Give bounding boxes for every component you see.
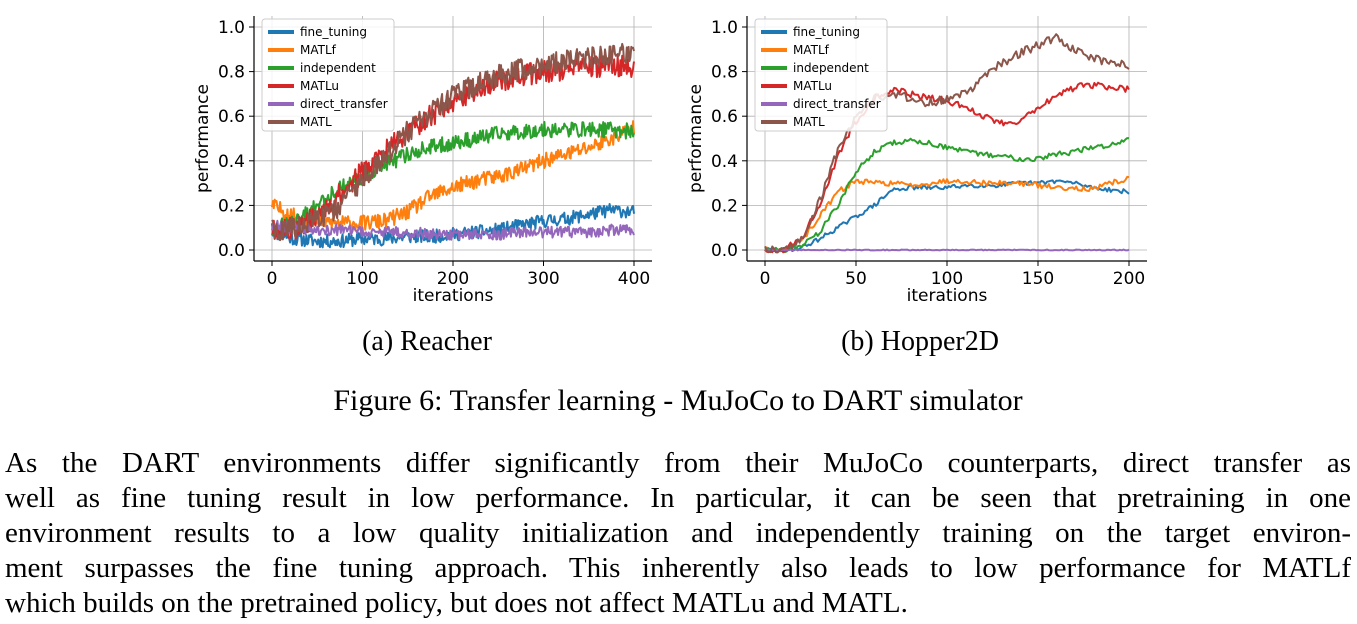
x-tick-label: 200 — [437, 269, 469, 289]
legend-entry: MATLf — [793, 43, 830, 57]
reacher-chart: 0 100 200 300 400 0.0 0.2 0.4 0.6 0.8 1.0 iteration… — [193, 16, 652, 306]
x-tick-label: 0 — [267, 269, 278, 289]
x-tick-label: 400 — [618, 269, 650, 289]
series-line-fine-tuning — [271, 203, 635, 249]
x-tick-label: 100 — [931, 269, 963, 289]
series-line-direct-transfer — [271, 219, 635, 241]
y-tick-label: 0.0 — [218, 241, 245, 261]
legend-entry: independent — [300, 61, 376, 75]
series-line-independent — [764, 137, 1130, 254]
y-tick-label: 0.4 — [711, 152, 738, 172]
subcaption-hopper2d: (b) Hopper2D — [841, 326, 999, 357]
body-paragraph: As the DART environments differ signific… — [5, 446, 1351, 621]
y-tick-label: 0.0 — [711, 241, 738, 261]
legend-entry: MATLf — [300, 43, 337, 57]
x-axis-label: iterations — [907, 286, 988, 306]
legend: fine_tuning MATLf independent MATLu direct_t… — [261, 18, 395, 132]
y-tick-label: 0.8 — [711, 63, 738, 83]
legend-frame — [261, 18, 395, 132]
x-tick-label: 150 — [1022, 269, 1054, 289]
legend-entry: MATLu — [793, 79, 832, 93]
series-line-matlf — [764, 175, 1130, 253]
y-tick-label: 1.0 — [711, 18, 738, 38]
y-tick-label: 0.6 — [711, 107, 738, 127]
legend-entry: direct_transfer — [300, 97, 388, 111]
y-tick-label: 0.2 — [218, 196, 245, 216]
subcaption-reacher: (a) Reacher — [362, 326, 492, 357]
legend-entry: independent — [793, 61, 869, 75]
x-tick-label: 0 — [760, 269, 771, 289]
series-line-matl — [764, 33, 1130, 254]
paragraph-line: environment results to a low quality ini… — [5, 517, 1351, 549]
y-tick-label: 0.6 — [218, 107, 245, 127]
y-axis-label: performance — [686, 84, 706, 193]
paragraph-line: ment surpasses the fine tuning approach.… — [5, 552, 1351, 584]
paragraph-line: As the DART environments differ signific… — [5, 447, 1351, 479]
legend-entry: fine_tuning — [300, 25, 367, 39]
series-line-matlu — [764, 81, 1130, 254]
legend-entry: MATLu — [300, 79, 339, 93]
paragraph-line: which builds on the pretrained policy, b… — [5, 587, 908, 619]
x-tick-label: 300 — [527, 269, 559, 289]
series-line-direct-transfer — [764, 248, 1130, 252]
legend-entry: direct_transfer — [793, 97, 881, 111]
legend: fine_tuning MATLf independent MATLu direct_t… — [754, 18, 888, 132]
x-tick-label: 50 — [845, 269, 867, 289]
series-line-matlf — [271, 120, 635, 232]
legend-entry: MATL — [300, 115, 332, 129]
paragraph-line: well as fine tuning result in low perfor… — [5, 482, 1351, 514]
figure-caption: Figure 6: Transfer learning - MuJoCo to … — [333, 384, 1023, 417]
series-line-fine-tuning — [764, 179, 1130, 253]
legend-entry: MATL — [793, 115, 825, 129]
y-tick-label: 1.0 — [218, 18, 245, 38]
x-axis-label: iterations — [413, 286, 494, 306]
y-tick-label: 0.2 — [711, 196, 738, 216]
x-tick-label: 100 — [346, 269, 378, 289]
y-tick-label: 0.4 — [218, 152, 245, 172]
y-axis-label: performance — [193, 84, 213, 193]
legend-entry: fine_tuning — [793, 25, 860, 39]
series-line-independent — [271, 120, 635, 236]
series-line-matl — [271, 42, 635, 242]
hopper2d-chart: 0 50 100 150 200 0.0 0.2 0.4 0.6 0.8 1.0 iterations… — [686, 16, 1147, 306]
y-tick-label: 0.8 — [218, 63, 245, 83]
x-tick-label: 200 — [1113, 269, 1145, 289]
legend-frame — [754, 18, 888, 132]
